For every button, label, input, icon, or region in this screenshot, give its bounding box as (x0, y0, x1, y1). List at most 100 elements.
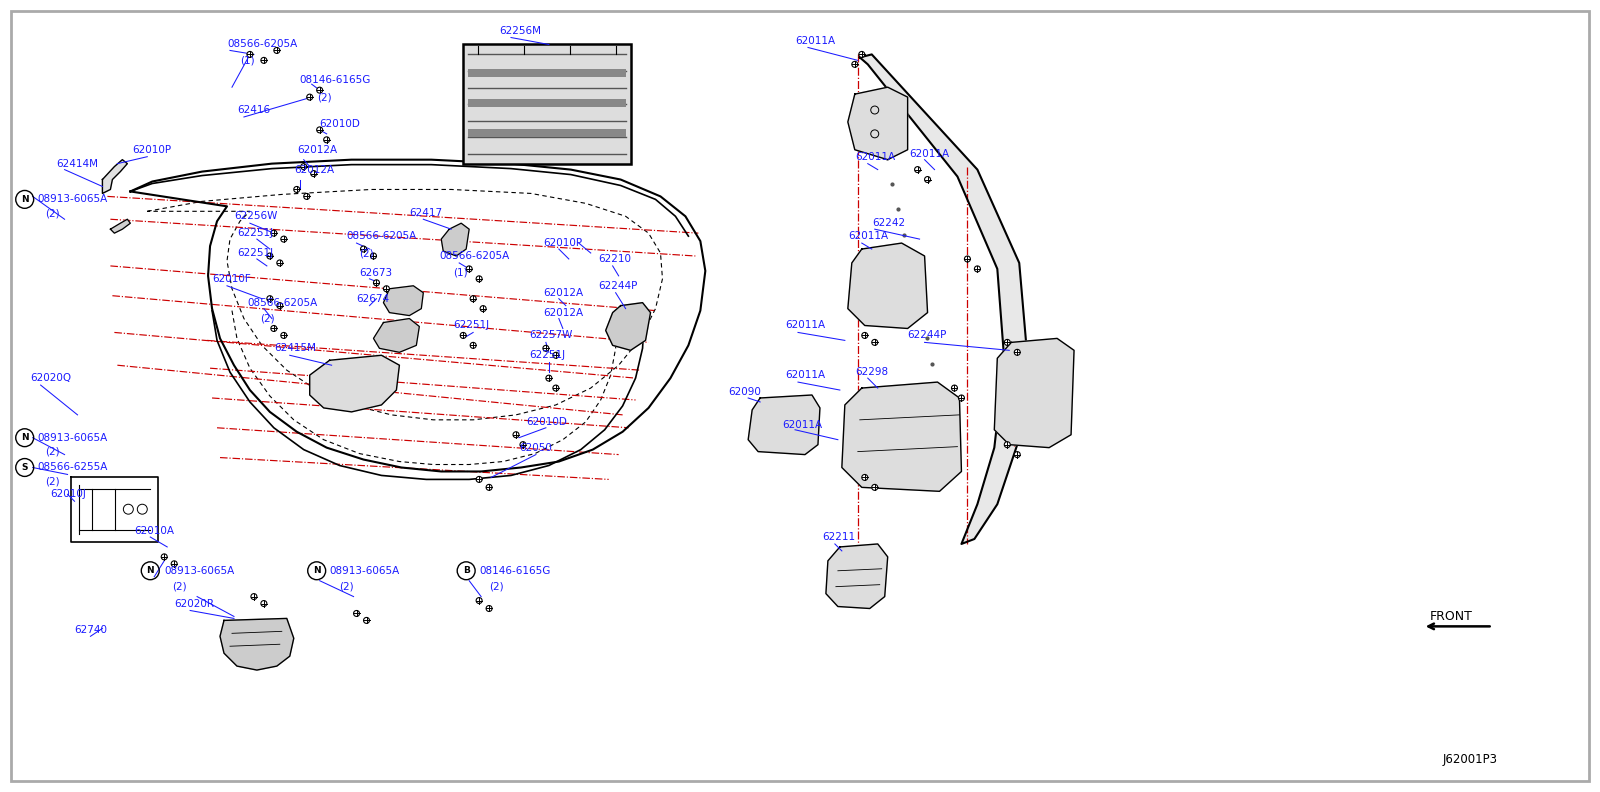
Circle shape (925, 177, 931, 182)
Text: 62020Q: 62020Q (30, 373, 72, 383)
Circle shape (261, 600, 267, 607)
Text: 62010J: 62010J (51, 489, 86, 499)
Circle shape (294, 186, 299, 192)
Circle shape (354, 611, 360, 616)
Circle shape (958, 395, 965, 401)
Polygon shape (221, 619, 294, 670)
Bar (469, 99, 626, 107)
Circle shape (952, 385, 957, 391)
Text: 62011A: 62011A (910, 149, 950, 158)
Circle shape (461, 333, 466, 338)
Circle shape (251, 594, 258, 600)
Circle shape (470, 342, 477, 348)
Text: 62012A: 62012A (294, 165, 334, 174)
Circle shape (274, 48, 280, 53)
Polygon shape (442, 223, 469, 256)
Circle shape (554, 385, 558, 391)
Text: 62673: 62673 (360, 268, 392, 278)
Text: 62414M: 62414M (56, 158, 99, 169)
Circle shape (304, 193, 310, 200)
Circle shape (477, 276, 482, 282)
Text: (2): (2) (45, 477, 59, 486)
Text: 62416: 62416 (237, 105, 270, 115)
Circle shape (323, 137, 330, 143)
Text: (2): (2) (490, 581, 504, 592)
Circle shape (965, 256, 971, 262)
Circle shape (317, 87, 323, 93)
Text: N: N (21, 433, 29, 442)
Text: 62674: 62674 (357, 294, 390, 303)
Circle shape (554, 352, 558, 358)
Text: 62011A: 62011A (782, 420, 822, 430)
Circle shape (1014, 349, 1021, 356)
Polygon shape (373, 318, 419, 352)
Circle shape (1005, 442, 1010, 447)
Text: 62010P: 62010P (133, 145, 171, 154)
Text: 08913-6065A: 08913-6065A (330, 565, 400, 576)
Text: (2): (2) (173, 581, 187, 592)
Circle shape (277, 260, 283, 266)
Circle shape (261, 57, 267, 63)
Text: 08566-6205A: 08566-6205A (227, 40, 298, 49)
Text: 08146-6165G: 08146-6165G (478, 565, 550, 576)
Text: 62415M: 62415M (274, 344, 315, 353)
Polygon shape (310, 356, 400, 412)
Circle shape (872, 485, 878, 490)
Text: 08146-6165G: 08146-6165G (299, 75, 371, 86)
Circle shape (477, 477, 482, 482)
Polygon shape (848, 87, 907, 160)
Text: (2): (2) (259, 314, 275, 324)
Text: 62010F: 62010F (213, 274, 251, 284)
Text: (1): (1) (453, 268, 467, 278)
Circle shape (542, 345, 549, 352)
Circle shape (282, 236, 286, 242)
Text: 62012A: 62012A (542, 307, 582, 318)
Text: 08566-6205A: 08566-6205A (347, 231, 418, 241)
Circle shape (480, 306, 486, 311)
Text: N: N (147, 566, 154, 575)
Text: 62244P: 62244P (598, 281, 638, 291)
Text: N: N (314, 566, 320, 575)
Circle shape (477, 598, 482, 604)
Text: 62251J: 62251J (237, 248, 274, 258)
Polygon shape (842, 382, 962, 491)
Text: 08566-6205A: 08566-6205A (246, 298, 317, 307)
Bar (469, 70, 626, 78)
Text: 62010D: 62010D (320, 119, 360, 129)
Text: 62050: 62050 (518, 443, 552, 453)
Bar (462, 44, 630, 164)
Text: 62211: 62211 (822, 532, 854, 542)
Circle shape (282, 333, 286, 338)
Polygon shape (110, 219, 130, 233)
Text: 62210: 62210 (598, 254, 632, 264)
Text: 62298: 62298 (854, 367, 888, 377)
Circle shape (373, 280, 379, 286)
Text: 62011A: 62011A (786, 370, 826, 380)
Text: 62417: 62417 (410, 208, 443, 219)
Circle shape (301, 164, 307, 169)
Text: 62251J: 62251J (453, 321, 490, 330)
Circle shape (360, 246, 366, 252)
Circle shape (246, 51, 253, 57)
Text: (2): (2) (317, 92, 331, 102)
Circle shape (915, 166, 920, 173)
Circle shape (270, 230, 277, 236)
Text: (2): (2) (45, 447, 59, 457)
Text: (1): (1) (240, 55, 254, 66)
Circle shape (162, 554, 168, 560)
Circle shape (171, 561, 178, 567)
Bar (469, 129, 626, 137)
Circle shape (470, 295, 477, 302)
Polygon shape (826, 544, 888, 608)
Polygon shape (994, 338, 1074, 447)
Circle shape (307, 94, 312, 100)
Text: 62256M: 62256M (499, 25, 541, 36)
Polygon shape (102, 160, 128, 193)
Circle shape (859, 51, 864, 57)
Text: 62011A: 62011A (795, 36, 835, 45)
Circle shape (371, 253, 376, 259)
Circle shape (520, 442, 526, 447)
Circle shape (267, 295, 274, 302)
Circle shape (277, 303, 283, 309)
Circle shape (317, 127, 323, 133)
